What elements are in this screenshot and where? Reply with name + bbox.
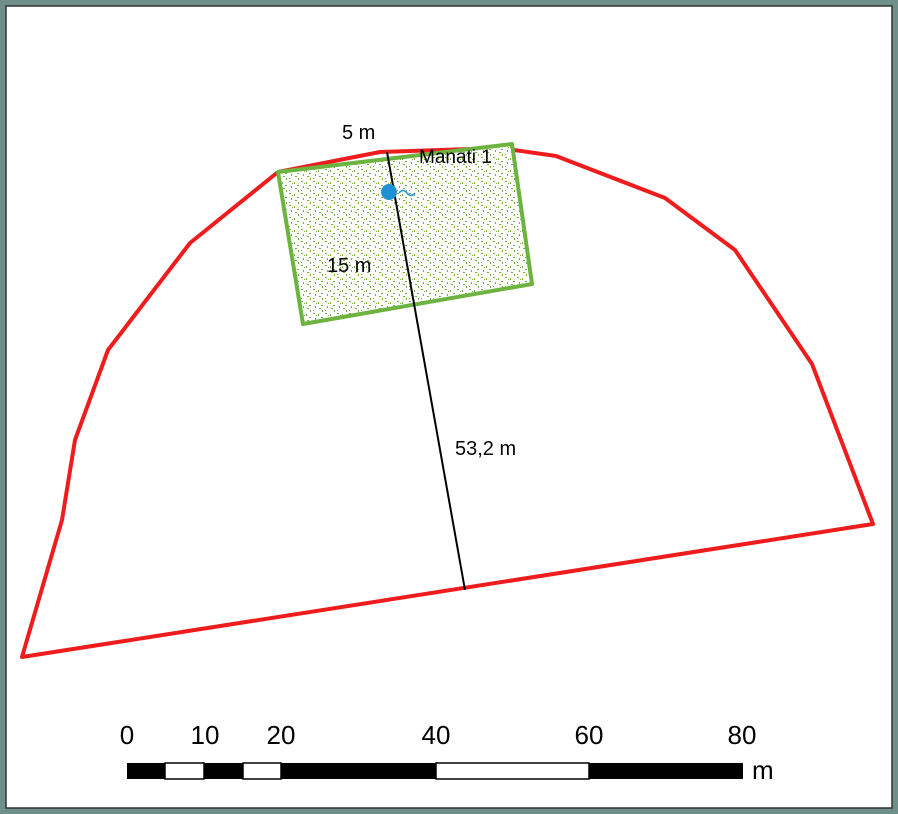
map-frame: [5, 5, 893, 809]
well-name-label: Manati 1: [419, 147, 492, 168]
scale-tick-20: 20: [267, 720, 296, 750]
distance-label: 53,2 m: [455, 438, 516, 460]
dimension-side-label: 15 m: [327, 255, 371, 277]
scale-tick-60: 60: [575, 720, 604, 750]
scale-tick-0: 0: [120, 720, 134, 750]
dimension-top-label: 5 m: [342, 122, 375, 144]
scale-tick-80: 80: [728, 720, 757, 750]
scale-bar: 0 10 20 40 60 80 m: [120, 720, 774, 785]
property-boundary: [20, 146, 875, 659]
scale-unit: m: [752, 755, 774, 785]
distance-measure-line: [386, 151, 466, 591]
scale-tick-40: 40: [422, 720, 451, 750]
well-marker-icon[interactable]: [381, 184, 416, 200]
protection-zone: [276, 142, 534, 326]
scale-tick-10: 10: [191, 720, 220, 750]
scale-bar-segments: [127, 762, 743, 780]
